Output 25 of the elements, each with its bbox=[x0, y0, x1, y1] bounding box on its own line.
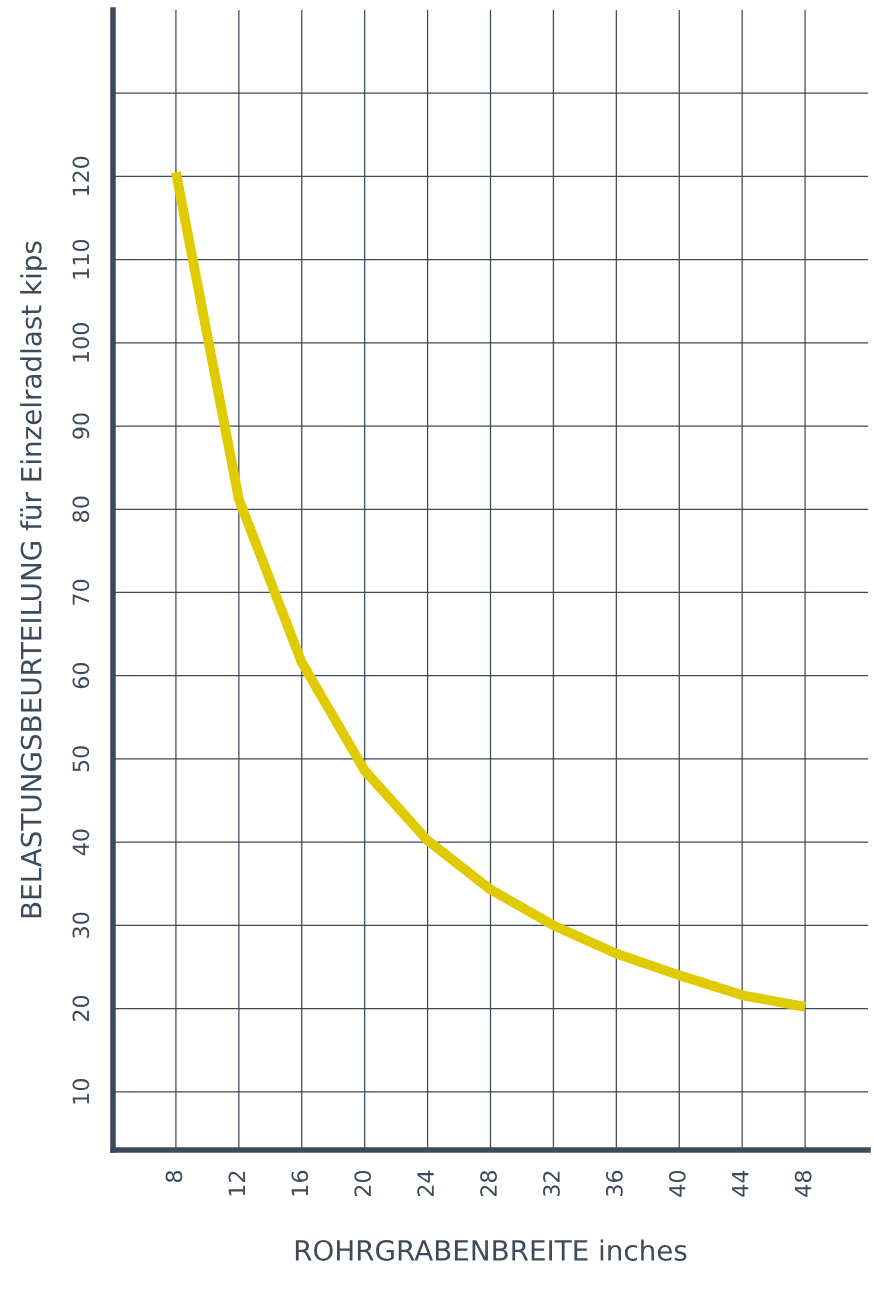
x-tick-label: 8 bbox=[165, 1170, 183, 1183]
y-tick-label: 100 bbox=[72, 323, 90, 362]
y-tick-label: 90 bbox=[72, 413, 90, 439]
x-axis-title: ROHRGRABENBREITE inches bbox=[295, 1239, 687, 1261]
y-axis-title: BELASTUNGSBEURTEILUNG für Einzelradlast kips bbox=[20, 241, 48, 918]
x-tick-label: 20 bbox=[354, 1170, 372, 1197]
x-tick-label: 28 bbox=[480, 1170, 497, 1197]
x-tick-label: 24 bbox=[417, 1170, 434, 1197]
y-tick-label: 70 bbox=[72, 579, 90, 605]
y-tick-label: 10 bbox=[72, 1079, 90, 1104]
y-tick-label: 20 bbox=[72, 995, 90, 1022]
x-tick-label: 16 bbox=[291, 1170, 309, 1196]
y-tick-label: 110 bbox=[72, 239, 90, 279]
x-tick-label: 36 bbox=[605, 1170, 623, 1197]
x-tick-label: 44 bbox=[732, 1170, 749, 1197]
x-tick-label: 12 bbox=[228, 1171, 245, 1196]
y-tick-label: 60 bbox=[72, 663, 90, 689]
y-tick-label: 120 bbox=[72, 156, 90, 196]
x-tick-label: 32 bbox=[543, 1171, 560, 1197]
x-tick-label: 40 bbox=[668, 1170, 686, 1197]
y-tick-label: 30 bbox=[72, 912, 90, 938]
y-tick-label: 80 bbox=[72, 496, 90, 522]
x-tick-label: 48 bbox=[794, 1170, 812, 1197]
y-tick-label: 40 bbox=[72, 829, 90, 856]
y-tick-label: 50 bbox=[72, 746, 90, 772]
